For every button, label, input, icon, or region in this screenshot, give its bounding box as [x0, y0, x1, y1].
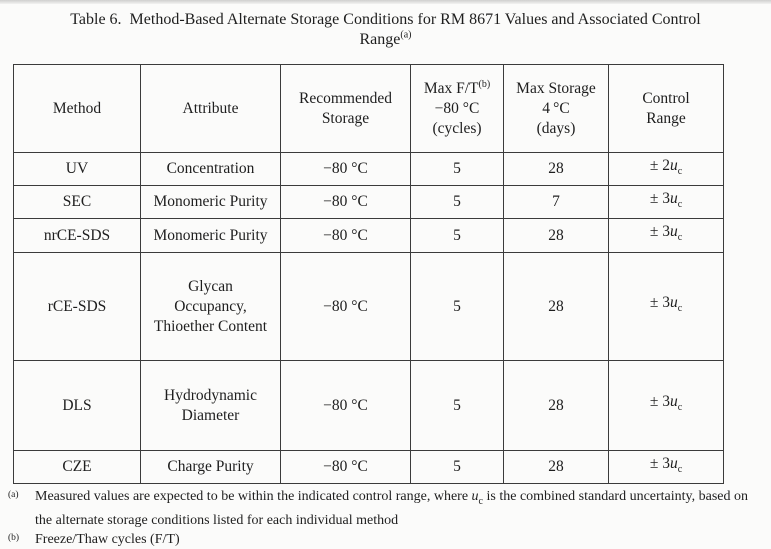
- control-range-cell: ± 3uc: [608, 185, 724, 219]
- page-top-edge: [0, 0, 771, 4]
- header-max-ft: Max F/T(b) −80 °C (cycles): [410, 64, 504, 153]
- caption-footnote-marker-a: (a): [400, 29, 412, 41]
- table-row: rCE-SDS Glycan Occupancy, Thioether Cont…: [13, 252, 724, 361]
- max-ft-cell: 5: [410, 252, 504, 361]
- uncertainty-symbol: u: [669, 223, 678, 241]
- max-storage-cell: 28: [503, 360, 609, 451]
- table-row: CZE Charge Purity −80 °C 5 28 ± 3uc: [13, 450, 724, 484]
- max-storage-cell: 28: [503, 218, 609, 253]
- table-header-row: Method Attribute Recommended Storage Max…: [13, 64, 724, 153]
- method-cell: UV: [13, 152, 141, 186]
- uncertainty-symbol: u: [669, 454, 678, 472]
- header-footnote-marker-b: (b): [478, 78, 491, 90]
- uncertainty-symbol: u: [669, 294, 678, 312]
- storage-cell: −80 °C: [280, 360, 411, 451]
- storage-cell: −80 °C: [280, 450, 411, 484]
- control-range-cell: ± 3uc: [608, 252, 724, 361]
- table-row: UV Concentration −80 °C 5 28 ± 2uc: [13, 152, 724, 186]
- storage-conditions-table: Method Attribute Recommended Storage Max…: [13, 64, 724, 484]
- max-ft-cell: 5: [410, 450, 504, 484]
- storage-cell: −80 °C: [280, 218, 411, 253]
- method-cell: SEC: [13, 185, 141, 219]
- table-row: nrCE-SDS Monomeric Purity −80 °C 5 28 ± …: [13, 218, 724, 253]
- max-ft-cell: 5: [410, 360, 504, 451]
- footnote-b: (b) Freeze/Thaw cycles (F/T): [8, 530, 768, 549]
- storage-cell: −80 °C: [280, 152, 411, 186]
- header-method: Method: [13, 64, 141, 153]
- attribute-cell: Hydrodynamic Diameter: [140, 360, 281, 451]
- header-max-storage: Max Storage 4 °C (days): [503, 64, 609, 153]
- max-storage-cell: 7: [503, 185, 609, 219]
- table-row: SEC Monomeric Purity −80 °C 5 7 ± 3uc: [13, 185, 724, 219]
- control-range-cell: ± 2uc: [608, 152, 724, 186]
- table-row: DLS Hydrodynamic Diameter −80 °C 5 28 ± …: [13, 360, 724, 451]
- attribute-cell: Monomeric Purity: [140, 185, 281, 219]
- attribute-cell: Charge Purity: [140, 450, 281, 484]
- method-cell: CZE: [13, 450, 141, 484]
- method-cell: DLS: [13, 360, 141, 451]
- attribute-cell: Glycan Occupancy, Thioether Content: [140, 252, 281, 361]
- header-attribute: Attribute: [140, 64, 281, 153]
- attribute-cell: Monomeric Purity: [140, 218, 281, 253]
- storage-cell: −80 °C: [280, 252, 411, 361]
- uncertainty-symbol: u: [669, 189, 678, 207]
- footnote-a: (a) Measured values are expected to be w…: [8, 487, 768, 530]
- attribute-cell: Concentration: [140, 152, 281, 186]
- uncertainty-symbol: u: [471, 489, 479, 504]
- max-ft-cell: 5: [410, 185, 504, 219]
- storage-cell: −80 °C: [280, 185, 411, 219]
- header-recommended-storage: Recommended Storage: [280, 64, 411, 153]
- control-range-cell: ± 3uc: [608, 218, 724, 253]
- max-ft-cell: 5: [410, 218, 504, 253]
- header-control-range: Control Range: [608, 64, 724, 153]
- max-storage-cell: 28: [503, 450, 609, 484]
- max-storage-cell: 28: [503, 252, 609, 361]
- footnote-marker-a: (a): [8, 490, 19, 500]
- control-range-cell: ± 3uc: [608, 450, 724, 484]
- max-ft-cell: 5: [410, 152, 504, 186]
- table-caption: Table 6. Method-Based Alternate Storage …: [0, 10, 771, 49]
- uncertainty-symbol: u: [669, 393, 678, 411]
- table-caption-line1: Table 6. Method-Based Alternate Storage …: [70, 11, 701, 28]
- table-caption-line2: Range(a): [359, 29, 412, 48]
- method-cell: rCE-SDS: [13, 252, 141, 361]
- method-cell: nrCE-SDS: [13, 218, 141, 253]
- control-range-cell: ± 3uc: [608, 360, 724, 451]
- uncertainty-symbol: u: [669, 156, 678, 174]
- footnote-marker-b: (b): [8, 532, 20, 543]
- max-storage-cell: 28: [503, 152, 609, 186]
- footnotes: (a) Measured values are expected to be w…: [8, 487, 768, 549]
